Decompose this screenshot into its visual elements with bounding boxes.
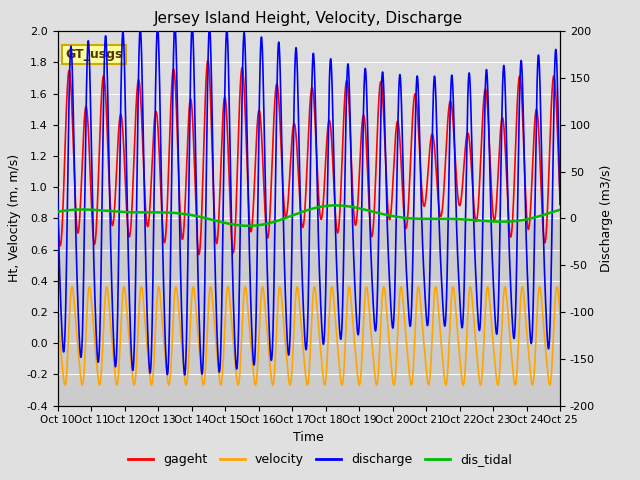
Line: gageht: gageht: [58, 60, 560, 254]
discharge: [467, 104, 475, 109]
gageht: [204, 58, 212, 63]
velocity: [467, 285, 475, 291]
dis_tidal: [246, 223, 253, 228]
velocity: [429, 324, 436, 330]
discharge: [429, 117, 436, 123]
dis_tidal: [332, 203, 339, 208]
dis_tidal: [556, 207, 564, 213]
Bar: [58, 31, 560, 218]
dis_tidal: [381, 212, 388, 217]
velocity: [54, 309, 61, 314]
gageht: [381, 132, 388, 138]
discharge: [381, 113, 388, 119]
dis_tidal: [244, 223, 252, 228]
Line: discharge: discharge: [58, 25, 560, 375]
velocity: [145, 363, 153, 369]
discharge: [556, 202, 564, 207]
discharge: [355, 323, 363, 329]
discharge: [246, 263, 253, 269]
gageht: [195, 252, 203, 257]
Y-axis label: Ht, Velocity (m, m/s): Ht, Velocity (m, m/s): [8, 155, 20, 282]
X-axis label: Time: Time: [293, 431, 324, 444]
dis_tidal: [355, 205, 363, 211]
velocity: [381, 286, 388, 292]
velocity: [286, 382, 294, 388]
gageht: [355, 176, 363, 182]
gageht: [246, 222, 253, 228]
Line: dis_tidal: dis_tidal: [58, 205, 560, 226]
Title: Jersey Island Height, Velocity, Discharge: Jersey Island Height, Velocity, Discharg…: [154, 11, 463, 26]
discharge: [54, 192, 61, 197]
gageht: [429, 132, 436, 138]
Legend: gageht, velocity, discharge, dis_tidal: gageht, velocity, discharge, dis_tidal: [123, 448, 517, 471]
gageht: [467, 156, 475, 161]
dis_tidal: [54, 209, 61, 215]
gageht: [54, 211, 61, 217]
velocity: [355, 382, 363, 387]
dis_tidal: [429, 216, 436, 222]
discharge: [171, 22, 179, 28]
discharge: [181, 372, 189, 378]
discharge: [145, 358, 153, 363]
Y-axis label: Discharge (m3/s): Discharge (m3/s): [600, 165, 613, 272]
velocity: [246, 327, 253, 333]
Text: GT_usgs: GT_usgs: [65, 48, 122, 61]
dis_tidal: [467, 217, 475, 223]
dis_tidal: [145, 209, 153, 215]
gageht: [145, 218, 153, 224]
Line: velocity: velocity: [58, 287, 560, 385]
velocity: [432, 284, 440, 290]
gageht: [556, 193, 564, 199]
velocity: [556, 312, 564, 317]
